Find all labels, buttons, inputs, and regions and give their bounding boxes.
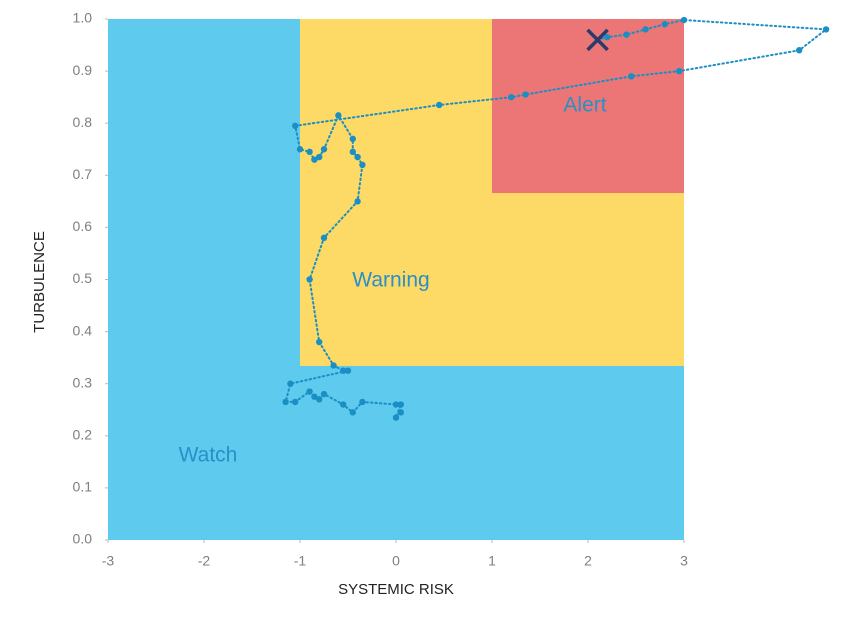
y-tick-label: 1.0 xyxy=(73,10,93,26)
current-point-stroke xyxy=(586,28,609,52)
point xyxy=(359,398,366,406)
x-axis-title: SYSTEMIC RISK xyxy=(338,581,454,598)
point xyxy=(316,153,323,161)
point xyxy=(349,409,356,416)
point xyxy=(330,362,337,369)
point xyxy=(320,146,328,153)
point xyxy=(349,148,356,156)
point xyxy=(316,396,323,403)
x-tick-label: 3 xyxy=(680,553,688,569)
point xyxy=(397,409,404,416)
x-tick-label: -3 xyxy=(102,553,115,569)
point xyxy=(340,401,347,408)
point xyxy=(623,31,630,38)
y-tick-label: 0.9 xyxy=(73,62,93,78)
point xyxy=(306,148,313,156)
point xyxy=(397,401,404,408)
x-tick-label: 2 xyxy=(584,553,592,569)
y-tick-label: 0.8 xyxy=(73,114,93,130)
point xyxy=(359,161,366,169)
y-tick-label: 0.1 xyxy=(73,479,93,495)
x-tick-label: -1 xyxy=(294,553,307,569)
region-label: Alert xyxy=(563,94,606,117)
point xyxy=(392,401,400,408)
point xyxy=(822,26,830,33)
point xyxy=(344,367,352,374)
point xyxy=(628,73,635,80)
point xyxy=(311,156,318,163)
point xyxy=(508,93,515,101)
point xyxy=(349,135,356,143)
point xyxy=(311,393,318,400)
y-tick-label: 0.3 xyxy=(73,374,93,390)
point xyxy=(282,398,289,406)
y-tick-label: 0.6 xyxy=(73,218,93,234)
point xyxy=(296,146,304,153)
regions xyxy=(108,19,684,540)
point xyxy=(436,101,443,109)
point xyxy=(661,21,668,28)
point xyxy=(340,367,347,374)
point xyxy=(676,67,683,75)
region-label: Watch xyxy=(179,444,238,467)
region-label: Warning xyxy=(352,269,429,292)
point xyxy=(354,198,361,205)
y-tick-label: 0.2 xyxy=(73,427,93,443)
point xyxy=(292,398,299,406)
point xyxy=(604,34,611,41)
y-tick-label: 0.5 xyxy=(73,270,93,286)
current-point xyxy=(586,28,609,52)
point xyxy=(354,153,361,161)
y-tick-label: 0.7 xyxy=(73,166,93,182)
point xyxy=(306,388,313,395)
point xyxy=(392,414,400,421)
x-tick-label: -2 xyxy=(198,553,211,569)
point xyxy=(522,91,529,98)
point xyxy=(320,390,328,398)
point xyxy=(320,234,328,242)
point xyxy=(335,112,342,119)
point xyxy=(316,338,323,346)
y-tick-label: 0.0 xyxy=(73,531,93,547)
point xyxy=(306,276,313,283)
point xyxy=(680,16,688,24)
point xyxy=(796,47,803,54)
x-tick-label: 1 xyxy=(488,553,496,569)
x-tick-label: 0 xyxy=(392,553,400,569)
point xyxy=(292,122,299,130)
point xyxy=(287,380,294,387)
point xyxy=(642,26,649,33)
y-tick-label: 0.4 xyxy=(73,322,93,338)
y-axis-title: TURBULENCE xyxy=(31,231,48,333)
